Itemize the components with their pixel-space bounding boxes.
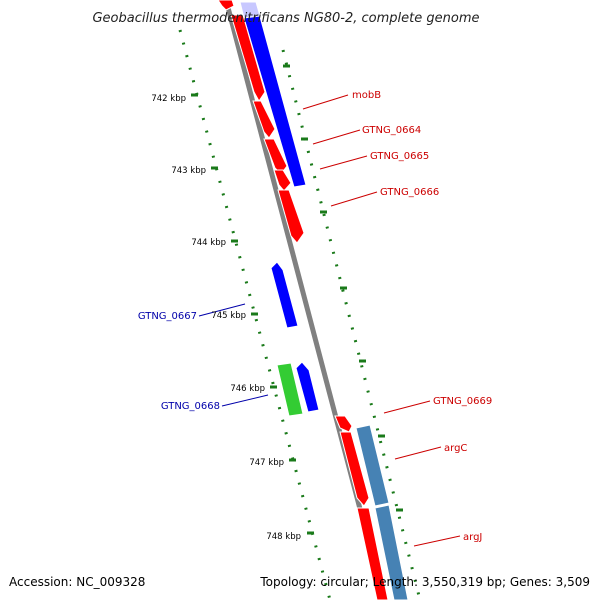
- gene-label-mobB: mobB: [352, 90, 381, 101]
- leader-argJ: [413, 535, 461, 547]
- gene-mobB: [252, 100, 276, 139]
- tick-label-744: 744 kbp: [191, 238, 226, 248]
- gene-gtng-0664: [263, 138, 288, 175]
- tick-label-748: 748 kbp: [266, 532, 301, 542]
- scale-ticks-right: [283, 64, 403, 512]
- leader-gtng-0667: [198, 303, 246, 317]
- map-title: Geobacillus thermodenitrificans NG80-2, …: [92, 11, 479, 26]
- gene-label-gtng-0664: GTNG_0664: [362, 125, 421, 136]
- tick-label-743: 743 kbp: [171, 166, 206, 176]
- gene-gtng-0668-blue: [295, 361, 320, 413]
- gene-gtng-0668-green: [276, 362, 304, 417]
- gene-red-top: [217, 0, 235, 11]
- backbone-line: [223, 0, 387, 600]
- leader-mobB: [302, 94, 349, 110]
- gene-gtng-0666: [277, 189, 305, 244]
- gene-label-gtng-0667: GTNG_0667: [138, 311, 197, 322]
- gene-steel-1: [355, 424, 390, 507]
- gene-label-gtng-0665: GTNG_0665: [370, 151, 429, 162]
- gene-argJ: [356, 507, 389, 600]
- gene-label-argC: argC: [444, 443, 467, 454]
- leader-gtng-0665: [319, 155, 368, 170]
- gene-gtng-0667: [270, 261, 299, 329]
- steel-genes: [355, 424, 409, 600]
- leader-gtng-0669: [383, 400, 431, 414]
- tick-label-742: 742 kbp: [151, 94, 186, 104]
- gene-red-1: [230, 14, 266, 102]
- accession-text: Accession: NC_009328: [9, 575, 145, 589]
- genome-summary-text: Topology: circular; Length: 3,550,319 bp…: [259, 575, 590, 589]
- leader-gtng-0666: [330, 191, 378, 207]
- tick-label-746: 746 kbp: [230, 384, 265, 394]
- tick-label-745: 745 kbp: [211, 311, 246, 321]
- forward-genes: [217, 0, 389, 600]
- leader-gtng-0668: [221, 394, 269, 407]
- leader-argC: [394, 446, 442, 460]
- tick-label-747: 747 kbp: [249, 458, 284, 468]
- gene-gtng-0669: [334, 415, 353, 433]
- gene-label-gtng-0666: GTNG_0666: [380, 187, 439, 198]
- scale-ticks-left: [191, 93, 314, 535]
- gene-argC: [339, 431, 370, 507]
- tick-labels: 742 kbp 743 kbp 744 kbp 745 kbp 746 kbp …: [151, 94, 301, 542]
- gene-label-gtng-0669: GTNG_0669: [433, 396, 492, 407]
- reverse-genes: [239, 1, 320, 413]
- leader-lines: [198, 94, 461, 547]
- gene-blue-faded: [239, 1, 261, 19]
- gene-labels: mobB GTNG_0664 GTNG_0665 GTNG_0666 GTNG_…: [138, 90, 492, 543]
- leader-gtng-0664: [312, 129, 361, 145]
- gene-gtng-0665: [273, 169, 292, 192]
- gene-label-argJ: argJ: [463, 532, 482, 543]
- gene-label-gtng-0668: GTNG_0668: [161, 401, 220, 412]
- gene-steel-2: [374, 504, 409, 600]
